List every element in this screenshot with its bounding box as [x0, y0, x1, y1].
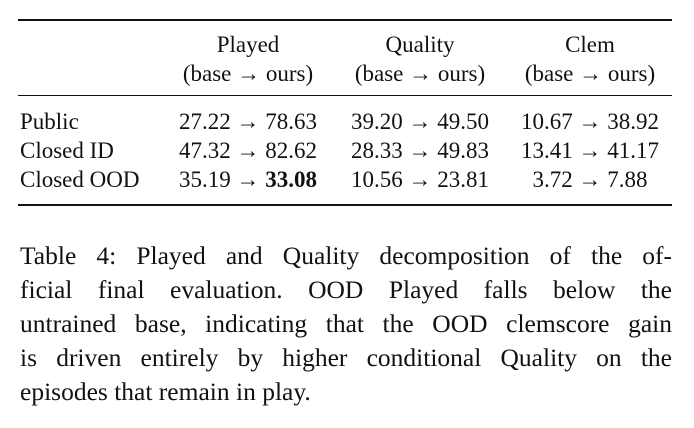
column-header: Played	[216, 32, 280, 57]
base-value: 35.19	[179, 167, 231, 192]
ours-value: 33.08	[265, 167, 317, 192]
cell: 47.32 → 82.62	[179, 137, 317, 165]
cell: 3.72 → 7.88	[533, 166, 648, 194]
row-label: Closed OOD	[20, 167, 140, 192]
base-value: 39.20	[351, 109, 403, 134]
cell: 10.67 → 38.92	[521, 108, 659, 136]
cell: 27.22 → 78.63	[179, 108, 317, 136]
arrow: →	[236, 167, 260, 192]
ours-value: 82.62	[265, 138, 317, 163]
base-value: 27.22	[179, 109, 231, 134]
bottom-rule	[18, 204, 672, 206]
row-label: Closed ID	[20, 138, 114, 163]
base-value: 47.32	[179, 138, 231, 163]
caption-line: untrained base, indicating that the OOD …	[20, 309, 672, 338]
base-value: 10.67	[521, 109, 573, 134]
arrow: →	[236, 138, 260, 163]
base-value: 28.33	[351, 138, 403, 163]
ours-value: 49.83	[437, 138, 489, 163]
top-rule	[18, 19, 672, 21]
row-label: Public	[20, 109, 79, 134]
cell: 39.20 → 49.50	[351, 108, 489, 136]
cell: 13.41 → 41.17	[521, 137, 659, 165]
cell: 10.56 → 23.81	[351, 166, 489, 194]
caption-line: is driven entirely by higher conditional…	[20, 343, 672, 372]
mid-rule	[18, 95, 672, 96]
base-value: 10.56	[351, 167, 403, 192]
arrow: →	[408, 109, 432, 134]
caption-line: episodes that remain in play.	[20, 377, 311, 406]
cell: 35.19 → 33.08	[179, 166, 317, 194]
arrow: →	[236, 109, 260, 134]
column-subheader: (base → ours)	[354, 61, 486, 86]
arrow: →	[408, 167, 432, 192]
arrow: →	[578, 167, 602, 192]
ours-value: 78.63	[265, 109, 317, 134]
column-header: Quality	[385, 32, 455, 57]
arrow: →	[578, 138, 602, 163]
column-header: Clem	[565, 32, 615, 57]
caption-line: Table 4: Played and Quality decompositio…	[20, 241, 672, 270]
cell: 28.33 → 49.83	[351, 137, 489, 165]
arrow: →	[578, 109, 602, 134]
ours-value: 23.81	[437, 167, 489, 192]
arrow: →	[408, 138, 432, 163]
ours-value: 41.17	[607, 138, 659, 163]
ours-value: 7.88	[607, 167, 648, 192]
caption-line: ficial final evaluation. OOD Played fall…	[20, 275, 672, 304]
ours-value: 49.50	[437, 109, 489, 134]
column-subheader: (base → ours)	[524, 61, 656, 86]
base-value: 13.41	[521, 138, 573, 163]
base-value: 3.72	[532, 167, 573, 192]
ours-value: 38.92	[607, 109, 659, 134]
column-subheader: (base → ours)	[182, 61, 314, 86]
